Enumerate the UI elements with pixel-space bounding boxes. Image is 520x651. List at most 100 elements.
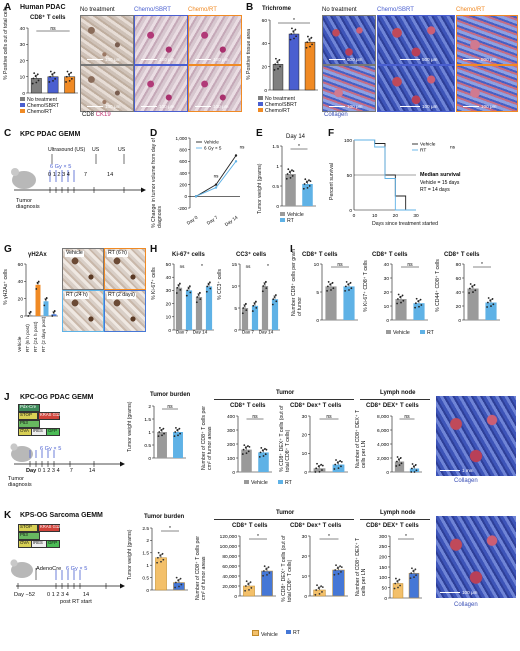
data-point [48, 81, 51, 83]
panel-f-xlabel: Days since treatment started [372, 221, 439, 227]
chart-j3: 0 10 20 30 ns [302, 414, 348, 476]
panel-j-lymph: Lymph node [380, 390, 416, 396]
data-point [234, 154, 238, 157]
data-point [293, 37, 295, 40]
data-point [179, 432, 181, 435]
data-point [251, 310, 254, 312]
data-point [179, 288, 182, 291]
bar [271, 299, 279, 330]
y-tick-label: 1.5 [272, 144, 279, 150]
data-point [195, 301, 198, 304]
panel-a-title: Human PDAC [20, 4, 66, 11]
panel-label-b: B [246, 2, 254, 13]
y-tick-label: 30 [166, 288, 172, 294]
y-tick-label: 20 [384, 290, 390, 296]
y-tick-label: 100 [379, 575, 387, 581]
data-point [68, 73, 70, 76]
data-point [194, 195, 198, 198]
panel-a-chart-title: CD8⁺ T cells [30, 15, 66, 21]
data-point [415, 469, 418, 472]
y-tick-label: 1.5 [142, 551, 149, 557]
panel-b-chart-title: Trichrome [262, 6, 292, 12]
data-point [174, 586, 176, 589]
median-vehicle: Vehicle = 15 days [420, 180, 460, 186]
data-point [261, 449, 264, 452]
data-point [413, 576, 415, 579]
data-point [395, 460, 398, 463]
bar [185, 290, 193, 330]
y-tick-label: 0 [304, 470, 307, 476]
legend-swatch [20, 109, 25, 113]
data-point [285, 177, 288, 180]
data-point [268, 572, 271, 574]
y-tick-label: 10 [384, 304, 390, 310]
data-point [205, 290, 208, 293]
y-tick-label: 10 [302, 574, 308, 580]
data-point [176, 429, 179, 432]
mouse-icon [11, 562, 33, 578]
data-point [51, 73, 54, 76]
data-point [306, 41, 309, 44]
bar [285, 174, 296, 206]
bar [325, 286, 337, 320]
y-tick-label: 60 [18, 262, 24, 268]
data-point [399, 296, 402, 299]
data-point [315, 467, 318, 470]
significance-label: * [293, 18, 295, 24]
bar [251, 305, 259, 330]
data-point [247, 583, 250, 585]
significance-label: ns [407, 262, 413, 268]
data-point [262, 285, 265, 287]
y-tick-label: 20 [262, 64, 268, 70]
data-point [161, 434, 163, 437]
chart-k4: 0 50 100 150 200 250 300 * [379, 534, 422, 602]
data-point [490, 305, 492, 307]
significance-label: ns [326, 414, 332, 420]
data-point [258, 455, 261, 458]
chart-k1: 0 0.5 1 1.5 2 2.5 * [142, 526, 188, 594]
chart-a: 0 10 20 30 40 ns [20, 26, 78, 97]
y-tick-label: 30 [302, 414, 308, 420]
data-point [326, 285, 329, 288]
data-point [339, 460, 342, 462]
bar [288, 33, 300, 91]
legend-item: RT [287, 218, 294, 224]
panel-label-a: A [4, 2, 12, 13]
data-point [70, 77, 73, 80]
bar [261, 286, 269, 330]
y-tick-label: 80,000 [222, 554, 237, 560]
data-point [247, 445, 249, 447]
legend-swatch [20, 97, 25, 101]
us-label: US [118, 147, 126, 153]
data-point [286, 173, 289, 175]
data-point [49, 75, 52, 78]
bar [343, 286, 355, 320]
legend-item: Vehicle [204, 140, 219, 145]
legend-item: 6 Gy × 5 [204, 146, 222, 151]
bar [64, 76, 76, 94]
collagen-label: Collagen [454, 602, 478, 608]
chart-b: 0 20 40 60 * [262, 18, 318, 94]
micrograph: 100 μm [80, 65, 134, 112]
y-tick-label: 40 [384, 262, 390, 268]
data-point [420, 304, 423, 306]
data-point [473, 284, 476, 286]
y-tick-label: 0 [264, 88, 267, 94]
panel-label-j: J [4, 392, 10, 403]
data-point [32, 77, 35, 80]
data-point [277, 67, 279, 70]
data-point [306, 186, 309, 189]
panel-i-ylabel1: Number CD8⁺ cells per gram of tumor [291, 248, 303, 316]
data-point [291, 27, 293, 30]
data-point [174, 431, 177, 433]
data-point [348, 289, 350, 291]
data-point [178, 427, 181, 430]
data-point [336, 461, 339, 464]
y-tick-label: 40 [18, 279, 24, 285]
data-point [395, 577, 397, 580]
data-point [491, 298, 494, 300]
y-tick-label: 1.5 [144, 417, 151, 423]
legend-item: Chemo/RT [265, 108, 290, 114]
y-tick-label: 30 [302, 534, 308, 540]
bar [413, 303, 425, 320]
